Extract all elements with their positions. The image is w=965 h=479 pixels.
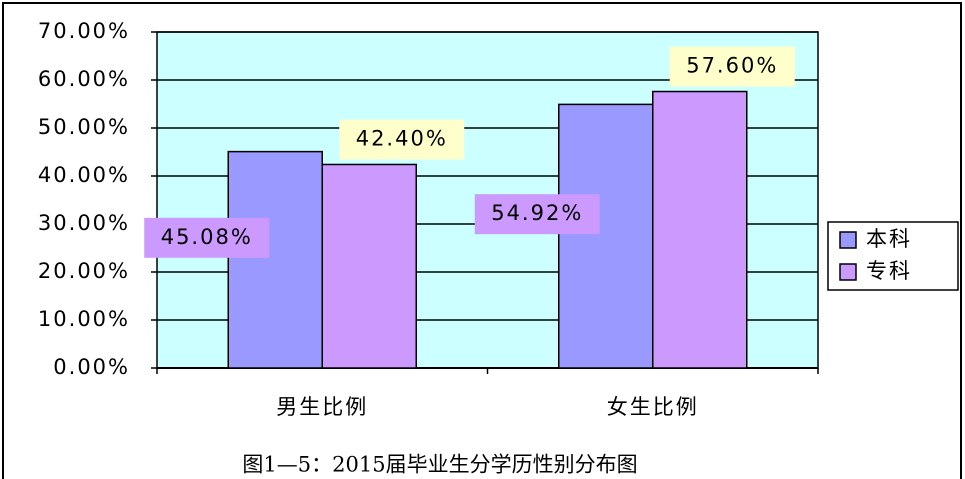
y-tick-label: 30.00% <box>38 211 130 235</box>
bar <box>321 163 417 369</box>
data-label-box <box>669 46 795 87</box>
data-label: 45.08% <box>161 225 253 249</box>
y-tick-label: 60.00% <box>38 67 130 91</box>
data-label-box <box>144 217 270 258</box>
data-label-box <box>339 119 465 160</box>
bar <box>558 103 654 369</box>
data-label: 54.92% <box>491 201 583 225</box>
y-tick-label: 10.00% <box>38 307 130 331</box>
x-tick-label: 男生比例 <box>276 395 368 419</box>
y-tick-label: 50.00% <box>38 115 130 139</box>
chart-title: 图1—5：2015届毕业生分学历性别分布图 <box>242 453 637 477</box>
data-label: 57.60% <box>686 54 778 78</box>
legend-label: 专科 <box>866 259 912 283</box>
y-tick-label: 70.00% <box>38 19 130 43</box>
y-tick-label: 20.00% <box>38 259 130 283</box>
x-tick-label: 女生比例 <box>607 395 699 419</box>
bar <box>227 150 323 369</box>
y-tick-label: 40.00% <box>38 163 130 187</box>
legend-swatch <box>839 231 857 249</box>
y-tick-label: 0.00% <box>53 355 130 379</box>
data-label-box <box>474 194 600 235</box>
legend-label: 本科 <box>866 227 912 251</box>
legend-swatch <box>839 263 857 281</box>
data-label: 42.40% <box>356 126 448 150</box>
bar <box>652 90 748 369</box>
